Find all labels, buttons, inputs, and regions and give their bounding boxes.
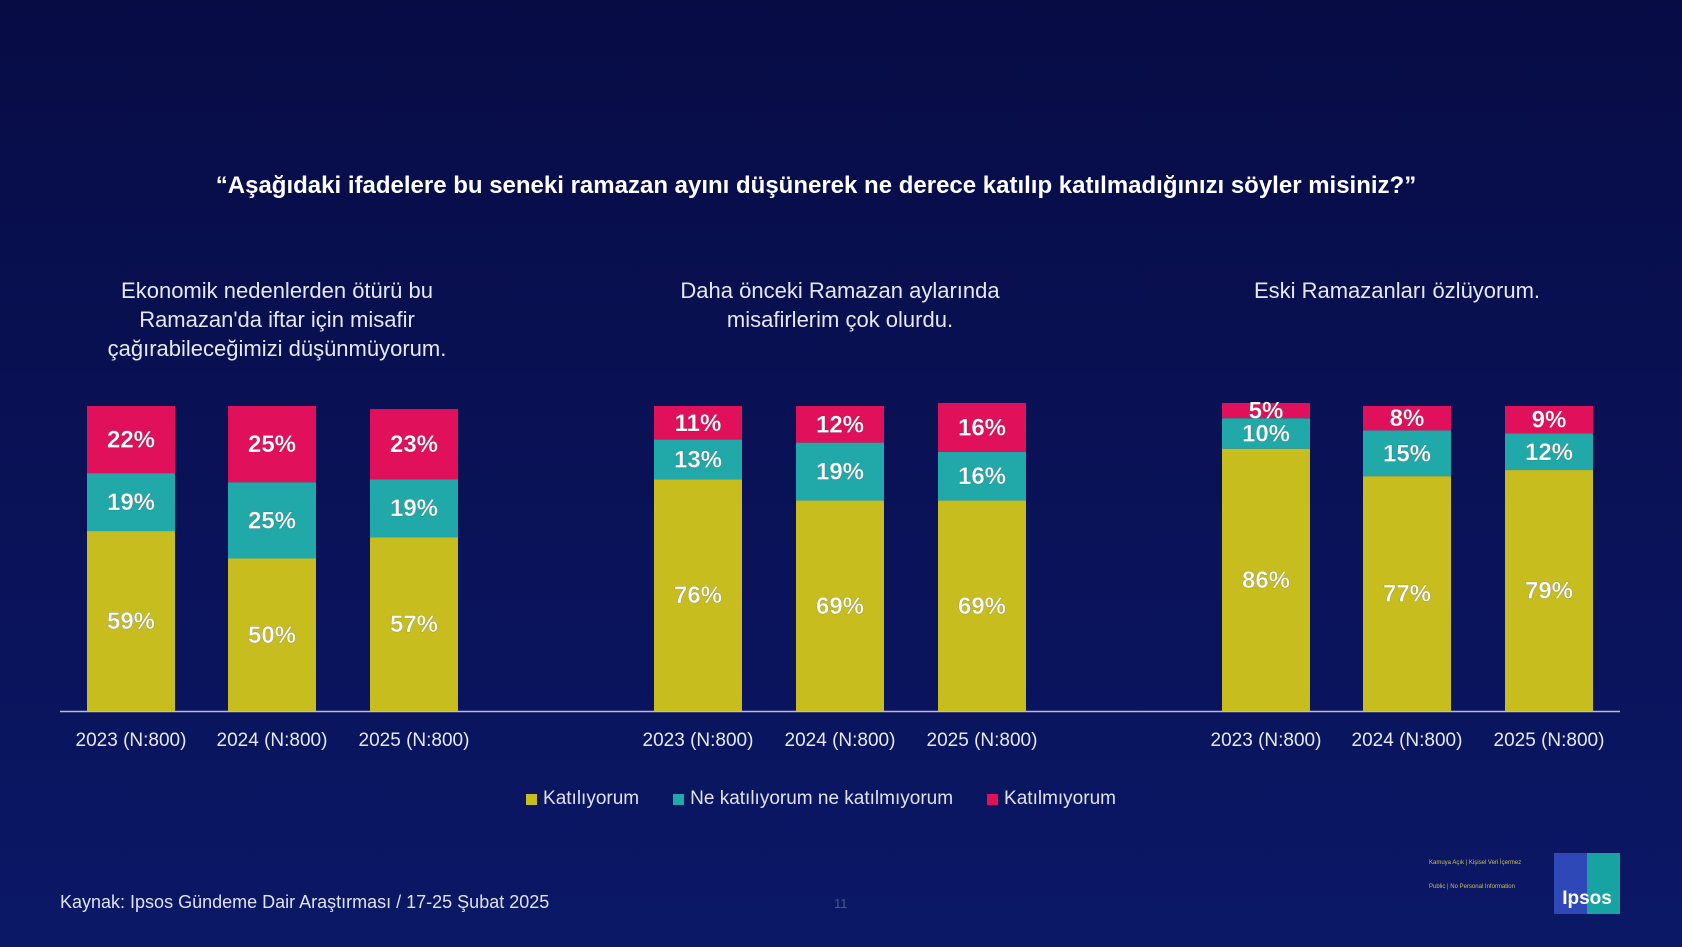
ipsos-logo: Ipsos [1554, 853, 1620, 914]
data-label: 11% [675, 410, 722, 437]
legend-label: Katılıyorum [543, 788, 640, 809]
category-label: 2023 (N:800) [1211, 730, 1322, 751]
bar-segment [1222, 402, 1310, 419]
legend-label: Ne katılıyorum ne katılmıyorum [690, 788, 954, 809]
data-label: 15% [1383, 440, 1431, 467]
bar-segment [1222, 418, 1310, 449]
bar-segment [654, 439, 742, 480]
bar-segment [370, 479, 458, 538]
data-label: 50% [248, 622, 296, 649]
category-label: 2025 (N:800) [927, 730, 1038, 751]
data-label: 69% [816, 593, 864, 620]
data-label: 12% [1525, 439, 1573, 466]
source-note: Kaynak: Ipsos Gündeme Dair Araştırması /… [60, 892, 550, 912]
bar-segment [87, 473, 175, 532]
legend-swatch [987, 793, 999, 805]
bar-segment [228, 482, 316, 559]
data-label: 59% [107, 608, 155, 635]
data-label: 8% [1390, 405, 1425, 432]
bar-segment [1363, 406, 1451, 431]
legend-swatch [673, 793, 685, 805]
data-label: 12% [816, 411, 864, 438]
bar-segment [938, 451, 1026, 501]
category-label: 2024 (N:800) [1352, 730, 1463, 751]
data-label: 10% [1242, 420, 1290, 447]
bar-segment [370, 537, 458, 711]
group-title-3: Eski Ramazanları özlüyorum. [1253, 278, 1541, 303]
category-label: 2023 (N:800) [76, 730, 187, 751]
bar-segment [796, 406, 884, 443]
bar-segment [87, 406, 175, 474]
legend-item-agree: Katılıyorum [526, 788, 639, 810]
group-title-2: Daha önceki Ramazan aylarında misafirler… [680, 278, 1000, 332]
category-label: 2025 (N:800) [1494, 730, 1605, 751]
category-label: 2023 (N:800) [643, 730, 754, 751]
bar-segment [1505, 433, 1593, 471]
category-label: 2025 (N:800) [359, 730, 470, 751]
data-label: 9% [1532, 407, 1567, 434]
bar-segment [1363, 430, 1451, 477]
legend-item-neutral: Ne katılıyorum ne katılmıyorum [673, 788, 953, 810]
slide-title: “Aşağıdaki ifadelere bu seneki ramazan a… [215, 172, 1417, 199]
legend-label: Katılmıyorum [1004, 788, 1116, 809]
bar-segment [938, 500, 1026, 711]
legend-swatch [526, 793, 538, 805]
page-number: 11 [834, 896, 848, 911]
data-label: 79% [1525, 578, 1573, 605]
data-label: 69% [958, 593, 1006, 620]
data-label: 86% [1242, 567, 1290, 594]
classification-label: Public | No Personal Information [1429, 884, 1515, 890]
data-label: 19% [816, 459, 864, 486]
data-label: 13% [674, 446, 722, 473]
category-label: 2024 (N:800) [785, 730, 896, 751]
bar-segment [87, 531, 175, 711]
bar-segment [796, 500, 884, 711]
legend-item-disagree: Katılmıyorum [987, 788, 1116, 810]
bar-segment [796, 442, 884, 501]
bar-segment [1505, 406, 1593, 434]
data-label: 23% [390, 431, 438, 458]
data-label: 25% [248, 431, 296, 458]
legend: Katılıyorum Ne katılıyorum ne katılmıyor… [0, 788, 1682, 810]
data-label: 77% [1383, 581, 1431, 608]
bar-segment [1222, 448, 1310, 711]
data-label: 19% [107, 489, 155, 516]
bar-segment [654, 479, 742, 711]
bar-segment [1363, 476, 1451, 711]
data-label: 16% [958, 414, 1006, 441]
data-label: 19% [390, 495, 438, 522]
bar-segment [1505, 470, 1593, 711]
category-label: 2024 (N:800) [217, 730, 328, 751]
bar-segment [228, 558, 316, 711]
data-label: 5% [1249, 398, 1284, 425]
group-title-1: Ekonomik nedenlerden ötürü bu Ramazan'da… [107, 278, 447, 361]
data-label: 25% [248, 507, 296, 534]
data-label: 16% [958, 463, 1006, 490]
data-label: 57% [390, 611, 438, 638]
bar-segment [938, 402, 1026, 452]
bar-segment [228, 406, 316, 483]
bar-segment [370, 409, 458, 480]
bar-segment [654, 406, 742, 440]
data-label: 76% [674, 582, 722, 609]
classification-label: Kamuya Açık | Kişisel Veri İçermez [1429, 860, 1522, 866]
data-label: 22% [107, 427, 155, 454]
